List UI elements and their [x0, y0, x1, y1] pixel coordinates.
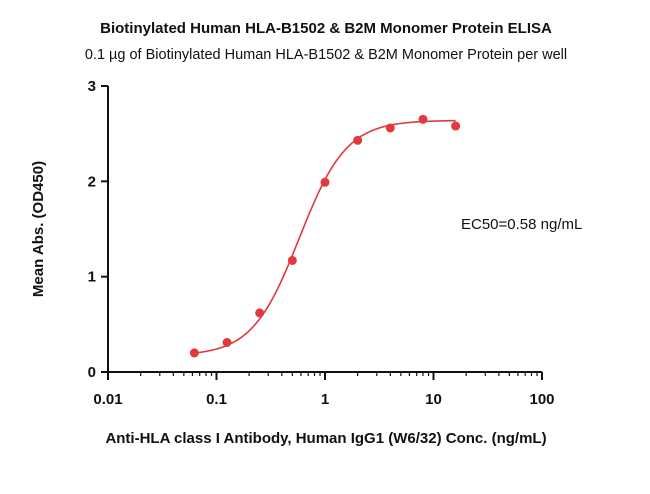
y-ticks: 0 1 2 3	[88, 78, 108, 381]
data-point	[418, 114, 428, 124]
y-axis-label: Mean Abs. (OD450)	[30, 161, 47, 297]
data-point	[287, 255, 297, 265]
x-tick-label: 10	[425, 391, 442, 408]
x-tick-label: 1	[321, 391, 329, 408]
data-point	[255, 308, 265, 318]
data-point	[353, 135, 363, 145]
data-point	[385, 123, 395, 133]
data-point	[189, 348, 199, 358]
fit-curve	[194, 119, 456, 354]
chart-title: Biotinylated Human HLA-B1502 & B2M Monom…	[100, 20, 552, 37]
data-points	[189, 114, 461, 358]
data-point	[222, 337, 232, 347]
x-tick-label: 0.01	[93, 391, 122, 408]
y-tick-label: 0	[88, 364, 96, 381]
chart-subtitle: 0.1 µg of Biotinylated Human HLA-B1502 &…	[85, 47, 567, 63]
y-tick-label: 2	[88, 173, 96, 190]
data-point	[320, 177, 330, 187]
y-tick-label: 3	[88, 78, 96, 95]
y-tick-label: 1	[88, 269, 96, 286]
x-tick-label: 0.1	[206, 391, 227, 408]
x-ticks: 0.01 0.1 1 10 100	[93, 372, 555, 408]
x-axis-label: Anti-HLA class I Antibody, Human IgG1 (W…	[105, 430, 546, 447]
ec50-annotation: EC50=0.58 ng/mL	[461, 216, 582, 233]
x-tick-label: 100	[529, 391, 554, 408]
data-point	[451, 121, 461, 131]
